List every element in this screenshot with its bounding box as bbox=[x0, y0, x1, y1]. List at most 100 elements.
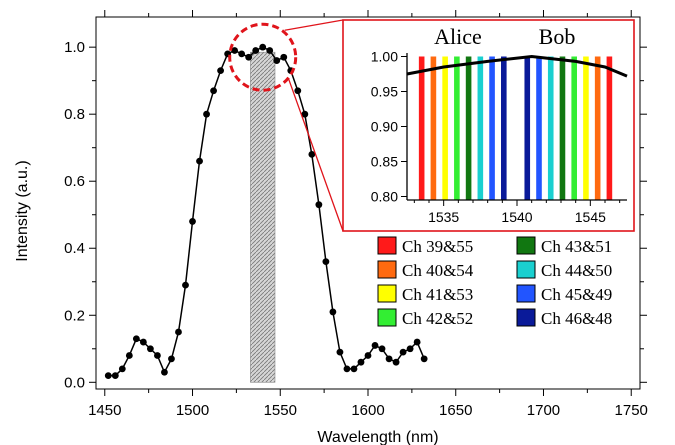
y-tick-label: 1.0 bbox=[64, 39, 85, 56]
callout-line-top bbox=[285, 20, 343, 30]
legend-swatch bbox=[517, 237, 535, 254]
spectrum-point bbox=[154, 352, 161, 359]
spectrum-point bbox=[393, 359, 400, 366]
spectrum-point bbox=[196, 158, 203, 165]
spectrum-point bbox=[358, 359, 365, 366]
spectrum-point bbox=[147, 345, 154, 352]
y-tick-label: 0.0 bbox=[64, 374, 85, 391]
spectrum-point bbox=[252, 47, 259, 54]
spectrum-point bbox=[168, 355, 175, 362]
spectrum-point bbox=[315, 201, 322, 208]
spectrum-point bbox=[245, 54, 252, 61]
spectrum-point bbox=[112, 372, 119, 379]
callout-line-bottom bbox=[289, 79, 343, 231]
channel-bar bbox=[536, 57, 542, 201]
spectrum-point bbox=[133, 335, 140, 342]
spectrum-point bbox=[266, 47, 273, 54]
legend-swatch bbox=[378, 261, 396, 278]
spectrum-point bbox=[372, 342, 379, 349]
inset-y-tick-label: 0.80 bbox=[371, 189, 398, 205]
x-tick-label: 1700 bbox=[527, 402, 560, 419]
spectrum-point bbox=[105, 372, 112, 379]
channel-bar bbox=[524, 57, 530, 201]
y-tick-label: 0.6 bbox=[64, 173, 85, 190]
spectrum-point bbox=[140, 339, 147, 346]
x-axis-title: Wavelength (nm) bbox=[317, 429, 438, 445]
y-axis-title: Intensity (a.u.) bbox=[14, 160, 31, 261]
spectrum-point bbox=[161, 369, 168, 376]
legend-label: Ch 40&54 bbox=[402, 261, 474, 280]
channel-bar bbox=[478, 57, 484, 201]
channel-bar bbox=[442, 57, 448, 201]
spectrum-point bbox=[407, 345, 414, 352]
legend-swatch bbox=[378, 285, 396, 302]
spectrum-point bbox=[386, 355, 393, 362]
inset-y-tick-label: 1.00 bbox=[371, 49, 398, 65]
channel-bar bbox=[466, 57, 472, 201]
channel-bar bbox=[431, 57, 437, 201]
spectrum-point bbox=[294, 87, 301, 94]
legend-label: Ch 41&53 bbox=[402, 285, 473, 304]
inset-y-tick-label: 0.85 bbox=[371, 154, 398, 170]
shaded-band bbox=[250, 52, 275, 382]
legend-label: Ch 44&50 bbox=[541, 261, 612, 280]
spectrum-point bbox=[210, 87, 217, 94]
spectrum-point bbox=[414, 339, 421, 346]
spectrum-point bbox=[330, 309, 337, 316]
channel-bar bbox=[595, 57, 601, 201]
spectrum-point bbox=[273, 57, 280, 64]
legend-swatch bbox=[517, 261, 535, 278]
legend-label: Ch 46&48 bbox=[541, 309, 612, 328]
spectrum-point bbox=[351, 365, 358, 372]
channel-bar bbox=[489, 57, 495, 201]
spectrum-point bbox=[189, 218, 196, 225]
spectrum-point bbox=[379, 345, 386, 352]
spectrum-point bbox=[259, 44, 266, 51]
inset-x-tick-label: 1540 bbox=[501, 209, 532, 225]
channel-bar bbox=[454, 57, 460, 201]
y-tick-label: 0.4 bbox=[64, 240, 85, 257]
x-tick-label: 1450 bbox=[88, 402, 121, 419]
x-tick-label: 1500 bbox=[176, 402, 209, 419]
spectrum-point bbox=[238, 50, 245, 57]
spectrum-point bbox=[322, 258, 329, 265]
spectrum-point bbox=[182, 282, 189, 289]
spectrum-point bbox=[119, 365, 126, 372]
x-tick-label: 1750 bbox=[615, 402, 648, 419]
inset-x-tick-label: 1545 bbox=[575, 209, 606, 225]
spectrum-point bbox=[337, 349, 344, 356]
channel-bar bbox=[548, 57, 554, 201]
channel-bar bbox=[560, 57, 566, 201]
legend-swatch bbox=[378, 309, 396, 326]
channel-bar bbox=[419, 57, 425, 201]
bob-label: Bob bbox=[539, 24, 576, 49]
legend-swatch bbox=[378, 237, 396, 254]
channel-bar bbox=[607, 57, 613, 201]
alice-label: Alice bbox=[434, 24, 482, 49]
spectrum-point bbox=[280, 54, 287, 61]
x-tick-label: 1650 bbox=[439, 402, 472, 419]
spectrum-point bbox=[365, 352, 372, 359]
legend-swatch bbox=[517, 309, 535, 326]
channel-bar bbox=[583, 57, 589, 201]
spectrum-point bbox=[203, 111, 210, 118]
y-tick-label: 0.2 bbox=[64, 307, 85, 324]
legend-swatch bbox=[517, 285, 535, 302]
y-tick-label: 0.8 bbox=[64, 106, 85, 123]
spectrum-point bbox=[175, 329, 182, 336]
spectrum-point bbox=[400, 349, 407, 356]
legend-label: Ch 45&49 bbox=[541, 285, 612, 304]
inset-x-tick-label: 1535 bbox=[428, 209, 459, 225]
inset-y-tick-label: 0.90 bbox=[371, 119, 398, 135]
channel-bar bbox=[501, 57, 507, 201]
spectrum-point bbox=[217, 67, 224, 74]
x-tick-label: 1550 bbox=[264, 402, 297, 419]
legend-label: Ch 39&55 bbox=[402, 237, 473, 256]
legend-label: Ch 43&51 bbox=[541, 237, 612, 256]
spectrum-point bbox=[126, 352, 133, 359]
spectrum-point bbox=[421, 355, 428, 362]
legend-label: Ch 42&52 bbox=[402, 309, 473, 328]
x-tick-label: 1600 bbox=[351, 402, 384, 419]
channel-bar bbox=[571, 57, 577, 201]
